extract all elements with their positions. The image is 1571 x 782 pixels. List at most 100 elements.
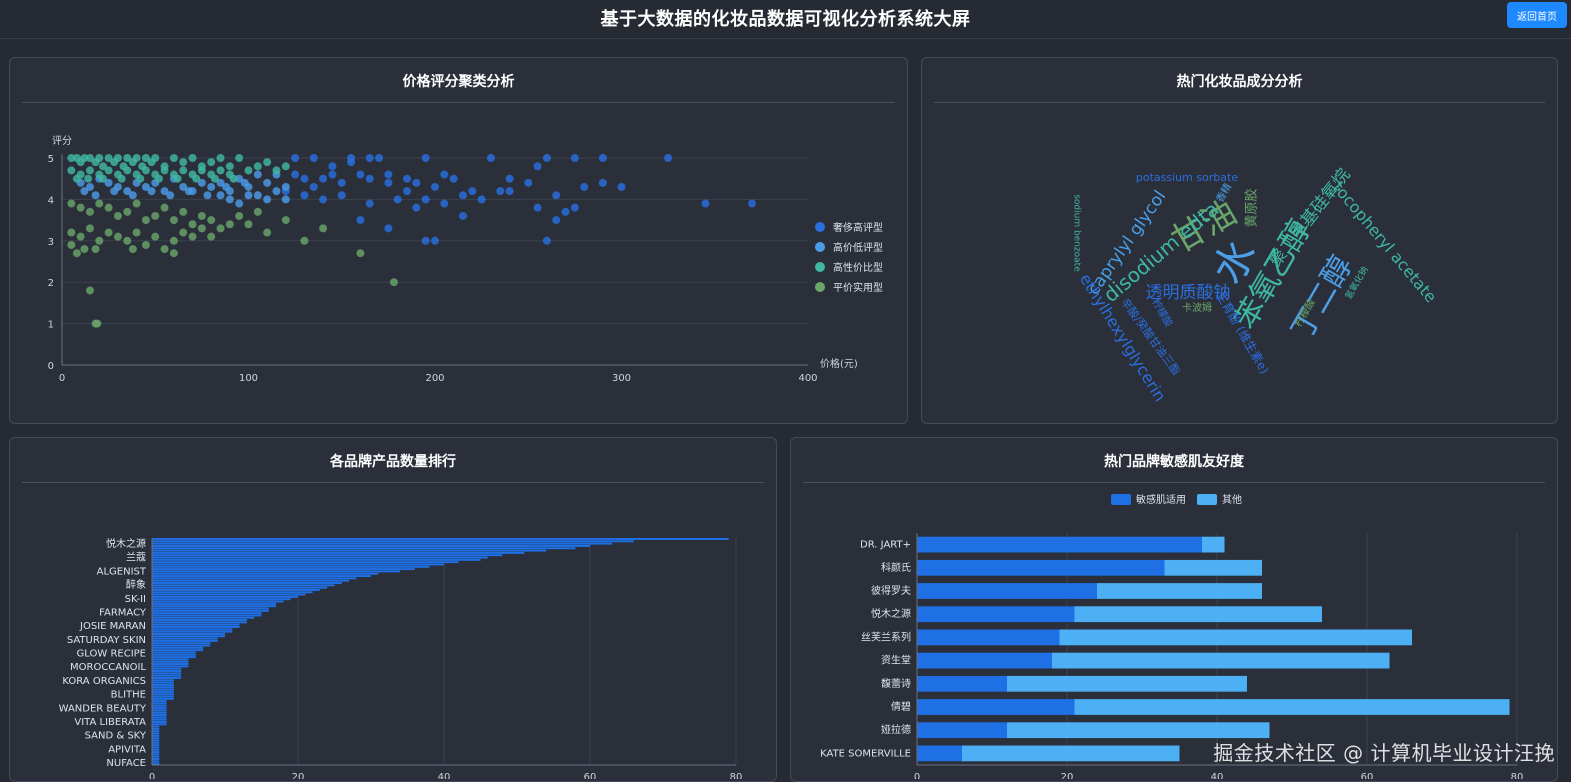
bar [152,582,342,584]
bar [152,741,160,744]
scatter-point [216,166,225,175]
sensitive-chart[interactable]: 0 20 40 60 80 DR. JART+ 科颜氏彼得罗夫悦木之源丝芙兰系列资生堂馥蕾诗… [791,483,1557,779]
scatter-point [210,174,219,183]
scatter-point [113,211,122,220]
category-label: 兰蔻 [126,551,146,564]
bar [152,584,335,587]
scatter-point [365,199,374,208]
scatter-point [309,154,318,162]
scatter-point [309,182,318,191]
bar-segment [917,675,1007,692]
bar [152,637,218,640]
scatter-point [173,174,182,183]
bar [152,683,174,686]
bar [152,554,503,557]
scatter-point [141,166,150,175]
bar [152,744,160,747]
scatter-point [272,166,281,175]
scatter-point [179,182,188,191]
bar [152,758,160,761]
bar [152,644,211,647]
wordcloud-panel-title: 热门化妆品成分分析 [934,58,1545,103]
bar [152,718,167,721]
scatter-point [598,154,607,162]
scatter-point [151,232,160,241]
scatter-point [552,216,561,225]
x-tick-label: 300 [612,373,631,384]
scatter-point [91,191,100,200]
scatter-point [263,228,272,237]
bar [152,700,167,703]
category-label: 醉象 [126,578,146,591]
bar [152,588,320,591]
scatter-point [84,174,93,183]
x-tick-label: 0 [914,772,920,779]
scatter-point [110,187,119,196]
bar [152,674,182,677]
scatter-point [197,224,206,233]
scatter-point [291,154,300,162]
scatter-point [85,224,94,233]
scatter-point [281,195,290,204]
scatter-point [117,174,126,183]
scatter-point [281,182,290,191]
scatter-point [188,232,197,241]
scatter-point [356,249,365,258]
scatter-point [160,203,169,212]
scatter-point [365,154,374,162]
bar [152,628,233,631]
scatter-point [154,174,163,183]
scatter-point [440,170,449,179]
x-tick-label: 200 [425,373,444,384]
category-label: WANDER BEAUTY [59,703,147,714]
scatter-point [505,174,514,183]
scatter-point [272,187,281,196]
word: 聚二甲基硅氧烷 [1265,165,1354,271]
scatter-point [95,236,104,245]
back-home-button[interactable]: 返回首页 [1507,2,1567,28]
bar [152,558,481,561]
header: 基于大数据的化妆品数据可视化分析系统大屏 返回首页 [0,0,1571,39]
scatter-point [281,162,290,171]
scatter-point [207,182,216,191]
legend-label: 高价低评型 [833,241,883,254]
bar [152,547,576,550]
scatter-point [160,166,169,175]
bar-segment [1097,583,1262,599]
bar [152,586,328,589]
bar [152,563,444,566]
bar [152,688,174,691]
y-tick-label: 0 [48,361,54,372]
scatter-point [207,232,216,241]
bar [152,723,167,726]
scatter-series [67,199,398,328]
category-label: 资生堂 [881,654,911,667]
bar [152,704,167,707]
scatter-point [67,228,76,237]
scatter-point [235,154,244,162]
bar [152,616,255,619]
category-label: SK-II [125,594,146,605]
bar [152,690,174,693]
scatter-point [85,182,94,191]
scatter-point [179,166,188,175]
scatter-series [76,170,290,208]
scatter-point [505,187,514,196]
category-label: 娅拉德 [881,723,911,736]
bar [152,609,269,612]
bar [152,551,525,554]
scatter-point [701,199,710,208]
scatter-point [197,211,206,220]
scatter-point [421,195,430,204]
bar [152,739,160,742]
bar [152,725,160,728]
bar [152,695,174,698]
bar [152,619,247,622]
bar-segment [917,559,1165,576]
scatter-point [449,174,458,183]
bar-segment [1059,629,1412,646]
category-label: 科颜氏 [881,561,911,574]
bar [152,538,729,540]
